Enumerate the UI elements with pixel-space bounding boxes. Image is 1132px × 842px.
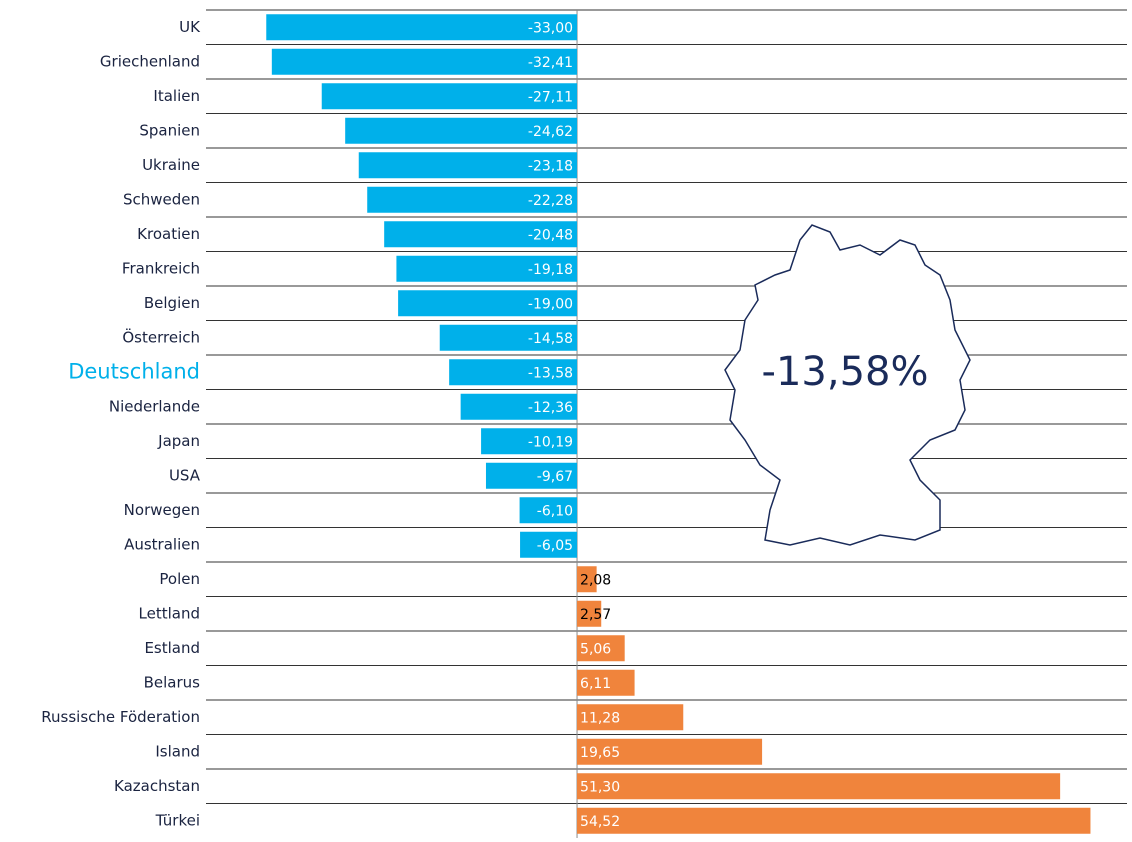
value-label: -22,28 (528, 193, 573, 209)
bar (367, 186, 578, 213)
category-label: Kazachstan (114, 777, 200, 795)
category-label: Lettland (139, 604, 200, 622)
category-label: Ukraine (142, 156, 200, 174)
bar (520, 531, 578, 558)
value-label: 51,30 (580, 779, 620, 795)
value-label: -10,19 (528, 434, 573, 450)
category-label: Belarus (144, 673, 201, 691)
germany-map (724, 224, 971, 546)
bar (577, 704, 684, 731)
category-label: Schweden (123, 190, 200, 208)
bar (396, 255, 578, 282)
category-label: Spanien (139, 121, 200, 139)
value-label: 11,28 (580, 710, 620, 726)
value-label: 2,08 (580, 572, 611, 588)
category-label: USA (169, 466, 201, 484)
annotation: -13,58% (762, 349, 929, 395)
bar (577, 773, 1061, 800)
category-label: Island (155, 742, 200, 760)
category-label: Italien (153, 87, 200, 105)
bar (485, 462, 578, 489)
value-label: -9,67 (537, 469, 573, 485)
category-label: Norwegen (124, 501, 200, 519)
value-label: -23,18 (528, 158, 573, 174)
bar (449, 359, 578, 386)
bar (271, 48, 578, 75)
category-label: Niederlande (109, 397, 200, 415)
value-label: -14,58 (528, 331, 573, 347)
bar (384, 221, 578, 248)
bar (266, 14, 578, 41)
bar (577, 738, 763, 765)
value-label: -6,10 (537, 503, 573, 519)
bar (577, 635, 625, 662)
bar (577, 807, 1091, 834)
value-label: 5,06 (580, 641, 611, 657)
bar (398, 290, 578, 317)
value-label: 2,57 (580, 607, 611, 623)
bar (577, 669, 635, 696)
value-label: 54,52 (580, 814, 620, 830)
category-label: Estland (144, 639, 200, 657)
bar (439, 324, 578, 351)
bar (577, 600, 602, 627)
value-label: -32,41 (528, 55, 573, 71)
value-label: -19,18 (528, 262, 573, 278)
bar (481, 428, 578, 455)
category-label: Deutschland (68, 359, 200, 383)
bar (577, 566, 597, 593)
category-label: Polen (159, 570, 200, 588)
value-label: 19,65 (580, 745, 620, 761)
value-label: -13,58 (528, 365, 573, 381)
value-label: -19,00 (528, 296, 573, 312)
category-label: UK (179, 18, 201, 36)
category-label: Russische Föderation (41, 708, 200, 726)
bar (358, 152, 578, 179)
value-label: -12,36 (528, 400, 573, 416)
value-label: -27,11 (528, 89, 573, 105)
category-label: Türkei (155, 811, 200, 829)
value-label: 6,11 (580, 676, 611, 692)
category-label: Frankreich (122, 259, 200, 277)
bar (321, 83, 578, 110)
category-label: Österreich (122, 327, 200, 346)
bar (460, 393, 578, 420)
category-label: Belgien (144, 294, 200, 312)
value-label: -20,48 (528, 227, 573, 243)
category-label: Griechenland (100, 52, 200, 70)
category-label: Australien (124, 535, 200, 553)
value-label: -24,62 (528, 124, 573, 140)
category-label: Japan (157, 432, 200, 450)
bar (345, 117, 578, 144)
category-label: Kroatien (137, 225, 200, 243)
value-label: -6,05 (537, 538, 573, 554)
value-label: -33,00 (528, 20, 573, 36)
bar (519, 497, 578, 524)
